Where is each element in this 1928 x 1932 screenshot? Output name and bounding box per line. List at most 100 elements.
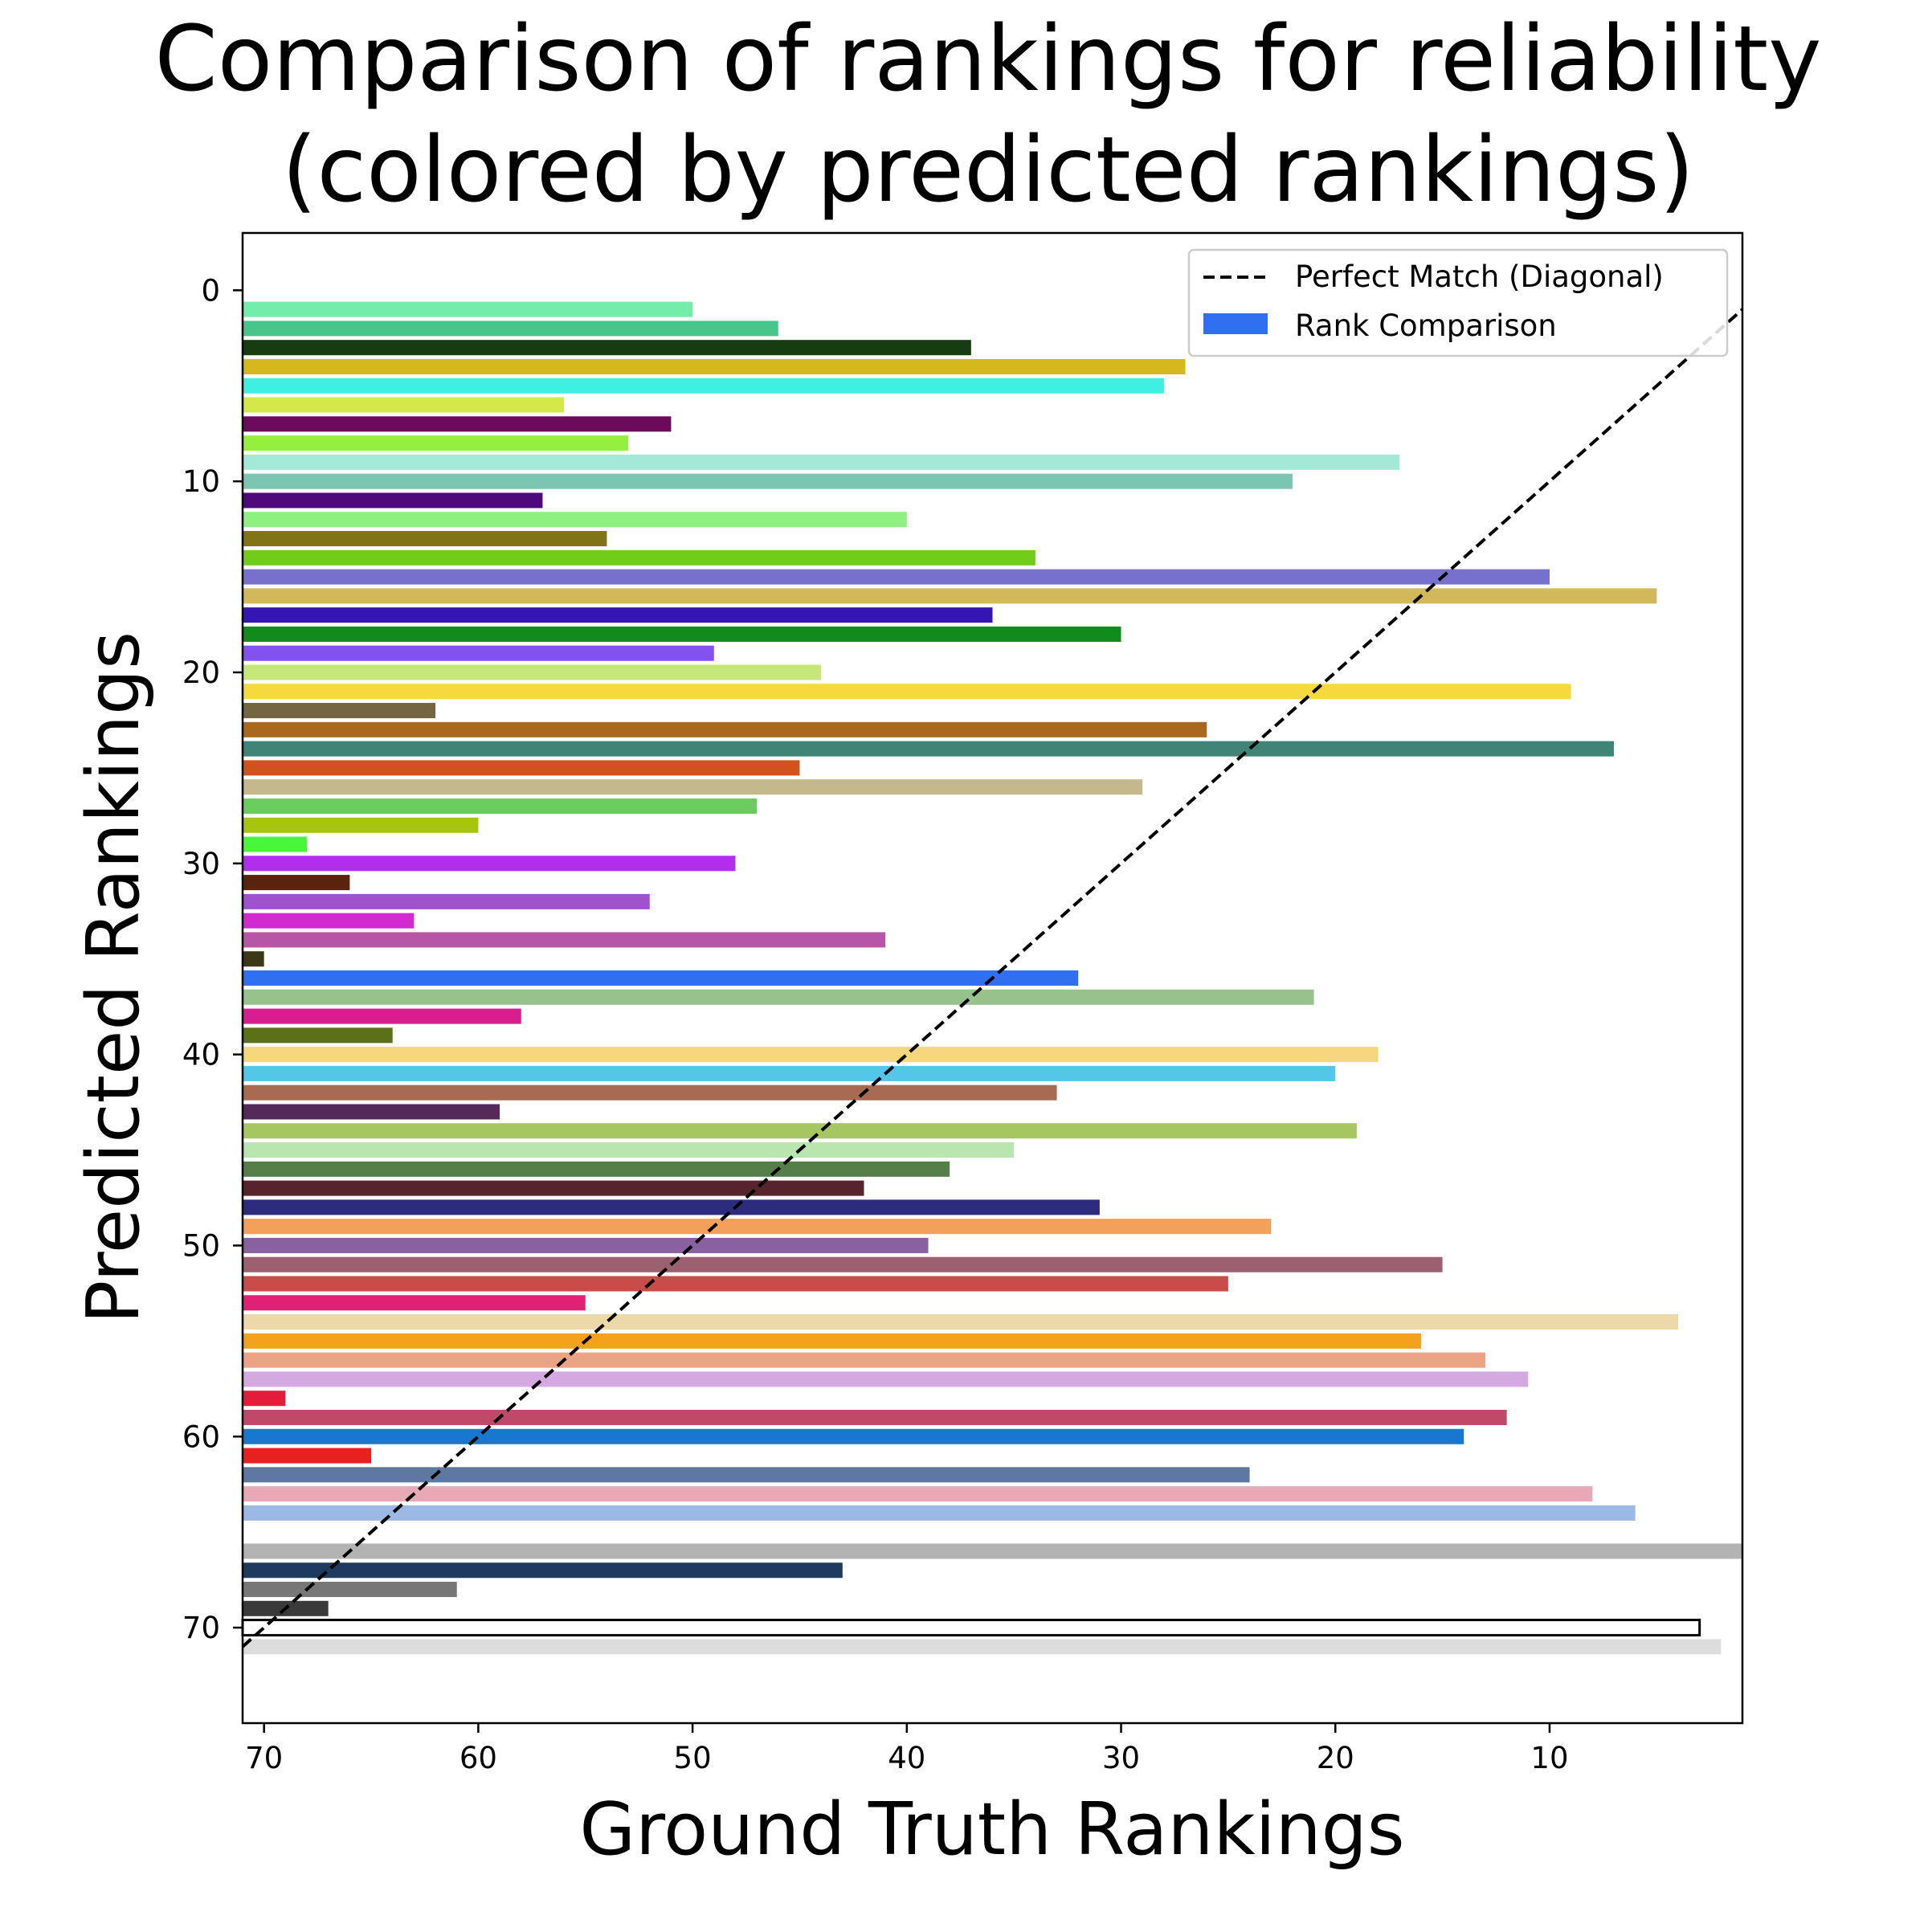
x-tick-label: 50 [674, 1741, 712, 1775]
bar-predicted-54 [243, 1314, 1678, 1330]
bar-predicted-32 [243, 893, 650, 909]
y-tick-label: 30 [182, 847, 220, 881]
bar-predicted-10 [243, 473, 1293, 489]
bar-predicted-66 [243, 1543, 1742, 1559]
bar-predicted-18 [243, 626, 1121, 642]
bar-predicted-19 [243, 645, 714, 661]
legend: Perfect Match (Diagonal) Rank Comparison [1187, 248, 1729, 357]
bar-predicted-63 [243, 1486, 1593, 1502]
bar-predicted-42 [243, 1084, 1057, 1101]
bar-predicted-31 [243, 875, 350, 891]
x-axis-ticks: 70 60 50 40 30 20 10 [245, 1723, 1569, 1775]
y-tick-label: 10 [182, 464, 220, 499]
perfect-match-diagonal-line [241, 308, 1744, 1648]
bar-predicted-40 [243, 1047, 1379, 1063]
bar-predicted-39 [243, 1027, 393, 1044]
bar-predicted-2 [243, 321, 778, 337]
bar-predicted-36 [243, 970, 1079, 986]
legend-label-perfect-match: Perfect Match (Diagonal) [1295, 259, 1664, 294]
bar-predicted-25 [243, 760, 800, 776]
bar-predicted-61 [243, 1448, 372, 1464]
bar-predicted-30 [243, 856, 736, 872]
chart-title-line-1: Comparison of rankings for reliability [154, 7, 1821, 112]
bar-predicted-33 [243, 913, 415, 929]
y-axis-ticks: 0 10 20 30 40 50 60 70 [182, 273, 243, 1645]
bar-predicted-11 [243, 492, 543, 509]
bar-predicted-12 [243, 512, 907, 528]
bar-predicted-64 [243, 1505, 1636, 1521]
bar-predicted-48 [243, 1199, 1100, 1215]
bar-predicted-3 [243, 340, 971, 356]
bar-predicted-22 [243, 703, 436, 719]
bar-predicted-59 [243, 1409, 1507, 1425]
y-tick-label: 60 [182, 1419, 220, 1454]
bar-predicted-41 [243, 1065, 1336, 1081]
bar-predicted-16 [243, 588, 1657, 604]
bar-predicted-20 [243, 664, 822, 680]
bar-predicted-49 [243, 1219, 1272, 1235]
bar-predicted-8 [243, 435, 629, 451]
x-tick-label: 10 [1530, 1741, 1568, 1775]
y-tick-label: 70 [182, 1611, 220, 1645]
bar-predicted-5 [243, 378, 1164, 394]
y-tick-label: 40 [182, 1038, 220, 1072]
bar-predicted-44 [243, 1123, 1357, 1139]
x-tick-label: 60 [460, 1741, 497, 1775]
bar-predicted-28 [243, 817, 479, 833]
bar-predicted-55 [243, 1333, 1421, 1349]
bar-predicted-24 [243, 741, 1614, 757]
bar-predicted-56 [243, 1352, 1485, 1368]
bar-predicted-53 [243, 1295, 586, 1311]
legend-box [1187, 248, 1729, 357]
bar-predicted-34 [243, 932, 886, 948]
bars-layer [241, 301, 1742, 1655]
bar-predicted-15 [243, 569, 1550, 585]
bar-predicted-50 [243, 1237, 929, 1253]
bar-predicted-43 [243, 1104, 500, 1120]
bar-predicted-52 [243, 1276, 1228, 1292]
bar-predicted-45 [243, 1142, 1015, 1158]
bar-predicted-38 [243, 1008, 521, 1024]
bar-predicted-14 [243, 549, 1035, 566]
bar-predicted-60 [243, 1428, 1464, 1444]
bar-predicted-1 [243, 301, 693, 317]
bar-predicted-29 [243, 836, 308, 852]
bar-predicted-27 [243, 798, 758, 814]
x-axis-label: Ground Truth Rankings [579, 1787, 1404, 1872]
x-tick-label: 40 [888, 1741, 925, 1775]
bar-predicted-70 [241, 1619, 1701, 1637]
bar-predicted-62 [243, 1467, 1250, 1483]
bar-predicted-71 [243, 1639, 1722, 1655]
bar-predicted-21 [243, 684, 1571, 700]
bar-predicted-46 [243, 1161, 950, 1177]
bar-predicted-35 [243, 951, 264, 967]
x-tick-label: 20 [1317, 1741, 1354, 1775]
y-axis-label: Predicted Rankings [71, 631, 156, 1324]
legend-rank-comparison-swatch [1203, 313, 1268, 334]
bar-predicted-26 [243, 779, 1143, 795]
legend-label-rank-comparison: Rank Comparison [1295, 308, 1557, 343]
bar-predicted-68 [243, 1582, 457, 1598]
bar-predicted-13 [243, 531, 607, 547]
bar-predicted-47 [243, 1180, 864, 1196]
y-tick-label: 20 [182, 656, 220, 690]
bar-predicted-17 [243, 607, 993, 623]
y-tick-label: 0 [201, 273, 220, 308]
bar-predicted-57 [243, 1371, 1529, 1387]
x-tick-label: 30 [1102, 1741, 1140, 1775]
bar-predicted-37 [243, 989, 1314, 1005]
bar-predicted-7 [243, 416, 672, 432]
diagonal-layer [241, 308, 1744, 1648]
plot-frame [241, 231, 1744, 1725]
bar-predicted-67 [243, 1562, 843, 1579]
bar-predicted-4 [243, 358, 1186, 374]
bar-predicted-9 [243, 454, 1400, 470]
bar-predicted-6 [243, 397, 565, 413]
bar-predicted-58 [243, 1391, 286, 1407]
bar-predicted-51 [243, 1256, 1443, 1272]
bar-predicted-23 [243, 721, 1207, 737]
y-tick-label: 50 [182, 1228, 220, 1263]
chart-title-line-2: (colored by predicted rankings) [282, 118, 1694, 223]
